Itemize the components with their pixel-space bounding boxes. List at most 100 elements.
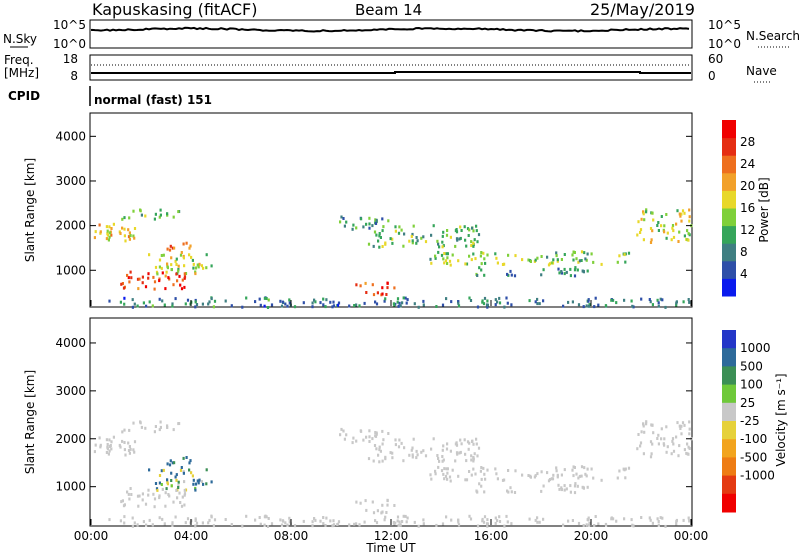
power-cell (180, 287, 184, 291)
velocity-colorbar-ticks: 1000 500 100 25 -25 -100 -500 -1000 (740, 341, 775, 482)
power-cell (671, 224, 675, 227)
power-cell (534, 300, 537, 304)
velocity-cell (340, 427, 343, 431)
power-cell (254, 300, 257, 304)
velocity-cell (342, 429, 345, 433)
power-cell (355, 283, 358, 287)
power-cell (560, 271, 563, 275)
power-cell (482, 302, 486, 306)
power-cell (583, 251, 586, 255)
power-cell (680, 212, 683, 216)
power-cell (381, 292, 384, 296)
velocity-cell (189, 459, 192, 463)
power-cell (166, 266, 169, 270)
power-cell (536, 256, 539, 260)
velocity-cell (442, 458, 445, 462)
y-tick-label: 4000 (55, 336, 86, 350)
velocity-cell (403, 446, 406, 450)
power-cell (110, 227, 113, 230)
power-cell (474, 257, 477, 261)
power-cell (337, 301, 341, 305)
velocity-colorbar-tick: -1000 (740, 469, 775, 483)
power-cell (600, 262, 603, 266)
power-cell (368, 226, 371, 230)
velocity-cell (128, 428, 131, 432)
power-cell (464, 238, 467, 242)
velocity-cell (572, 465, 575, 469)
power-cell (189, 244, 192, 248)
velocity-cell (498, 515, 501, 519)
power-cell (661, 298, 664, 302)
power-cell (288, 301, 291, 305)
power-cell (183, 275, 187, 279)
velocity-cell (110, 447, 113, 451)
velocity-cell (279, 518, 282, 522)
velocity-cell (686, 442, 689, 446)
velocity-cell (650, 452, 653, 456)
power-cell (473, 238, 476, 242)
velocity-cell (582, 524, 585, 527)
power-cell (391, 241, 394, 245)
power-colorbar-swatch (722, 172, 736, 191)
freq-label-2: [MHz] (4, 66, 39, 80)
velocity-cell (583, 466, 586, 470)
velocity-cell (205, 482, 208, 486)
velocity-cell (381, 459, 384, 463)
power-cell (281, 300, 284, 304)
velocity-cell (202, 482, 205, 486)
power-cell (177, 267, 180, 271)
velocity-cell (158, 494, 161, 498)
velocity-cell (161, 517, 164, 521)
power-cell (132, 234, 135, 238)
velocity-cell (648, 516, 651, 520)
velocity-colorbar-swatch (722, 457, 736, 477)
power-cell (179, 283, 182, 287)
power-colorbar-tick: 8 (740, 245, 748, 259)
power-cell (108, 235, 111, 239)
power-cell (565, 270, 568, 274)
velocity-cell (639, 441, 643, 445)
velocity-cell (451, 468, 454, 472)
velocity-cell (687, 452, 690, 456)
power-cell (137, 287, 140, 291)
power-cell (159, 208, 162, 212)
velocity-cell (675, 522, 678, 526)
power-cell (687, 298, 690, 301)
velocity-cell (164, 491, 167, 495)
power-colorbar-label: Power [dB] (757, 177, 771, 242)
velocity-cell (174, 475, 177, 479)
power-cell (401, 301, 404, 305)
power-cell (556, 258, 559, 262)
power-cell (384, 297, 387, 301)
power-cell (577, 303, 581, 307)
power-cell (618, 254, 621, 258)
power-cell (167, 276, 170, 280)
power-cell (536, 302, 539, 306)
velocity-cell (434, 469, 437, 473)
velocity-cell (99, 443, 102, 447)
power-cell (386, 281, 389, 285)
velocity-cell (365, 508, 368, 512)
power-cell (464, 262, 467, 266)
power-cell (377, 239, 380, 243)
velocity-cell (385, 511, 388, 514)
velocity-cell (483, 472, 486, 476)
power-cell (106, 229, 109, 233)
power-colorbar-tick: 24 (740, 157, 755, 171)
velocity-cell (457, 523, 461, 527)
velocity-cell (471, 440, 474, 443)
velocity-colorbar-swatch (722, 421, 736, 440)
velocity-cell (180, 466, 183, 469)
noise-panel-frame (89, 19, 693, 49)
power-cell (483, 273, 486, 277)
power-cell (177, 264, 180, 268)
velocity-cell (480, 484, 483, 488)
beam-title: Beam 14 (355, 1, 422, 19)
power-cell (665, 213, 668, 216)
velocity-cell (417, 524, 420, 528)
velocity-cell (597, 522, 600, 526)
power-cell (133, 236, 136, 240)
velocity-cell (94, 443, 97, 447)
y-tick-label: 4000 (55, 129, 86, 143)
power-cell (558, 271, 561, 275)
